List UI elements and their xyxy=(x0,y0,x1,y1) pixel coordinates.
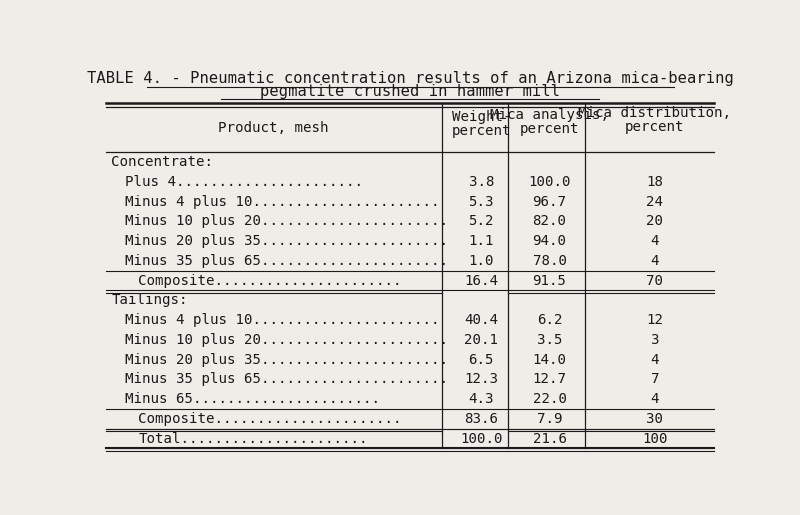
Text: Product, mesh: Product, mesh xyxy=(218,121,329,135)
Text: 3.5: 3.5 xyxy=(537,333,562,347)
Text: 20.1: 20.1 xyxy=(464,333,498,347)
Text: Minus 20 plus 35......................: Minus 20 plus 35...................... xyxy=(125,353,448,367)
Text: Composite......................: Composite...................... xyxy=(138,412,402,426)
Text: 100: 100 xyxy=(642,432,668,445)
Text: 6.2: 6.2 xyxy=(537,313,562,327)
Text: percent: percent xyxy=(520,122,579,136)
Text: TABLE 4. - Pneumatic concentration results of an Arizona mica-bearing: TABLE 4. - Pneumatic concentration resul… xyxy=(86,71,734,87)
Text: 5.3: 5.3 xyxy=(469,195,494,209)
Text: 7: 7 xyxy=(650,372,659,386)
Text: 16.4: 16.4 xyxy=(464,273,498,287)
Text: 1.1: 1.1 xyxy=(469,234,494,248)
Text: 6.5: 6.5 xyxy=(469,353,494,367)
Text: 24: 24 xyxy=(646,195,663,209)
Text: 4: 4 xyxy=(650,353,659,367)
Text: 14.0: 14.0 xyxy=(533,353,566,367)
Text: 91.5: 91.5 xyxy=(533,273,566,287)
Text: 12.7: 12.7 xyxy=(533,372,566,386)
Text: percent: percent xyxy=(451,124,511,138)
Text: 100.0: 100.0 xyxy=(528,175,570,189)
Text: Minus 20 plus 35......................: Minus 20 plus 35...................... xyxy=(125,234,448,248)
Text: Minus 10 plus 20......................: Minus 10 plus 20...................... xyxy=(125,214,448,228)
Text: 96.7: 96.7 xyxy=(533,195,566,209)
Text: 7.9: 7.9 xyxy=(537,412,562,426)
Text: 3: 3 xyxy=(650,333,659,347)
Text: 78.0: 78.0 xyxy=(533,254,566,268)
Text: 21.6: 21.6 xyxy=(533,432,566,445)
Text: 4: 4 xyxy=(650,392,659,406)
Text: 4: 4 xyxy=(650,254,659,268)
Text: pegmatite crushed in hammer mill: pegmatite crushed in hammer mill xyxy=(260,84,560,99)
Text: 40.4: 40.4 xyxy=(464,313,498,327)
Text: 1.0: 1.0 xyxy=(469,254,494,268)
Text: Total......................: Total...................... xyxy=(138,432,368,445)
Text: 12.3: 12.3 xyxy=(464,372,498,386)
Text: Minus 10 plus 20......................: Minus 10 plus 20...................... xyxy=(125,333,448,347)
Text: 18: 18 xyxy=(646,175,663,189)
Text: percent: percent xyxy=(625,120,685,134)
Text: 83.6: 83.6 xyxy=(464,412,498,426)
Text: Minus 4 plus 10......................: Minus 4 plus 10...................... xyxy=(125,313,439,327)
Text: Minus 4 plus 10......................: Minus 4 plus 10...................... xyxy=(125,195,439,209)
Text: Minus 35 plus 65......................: Minus 35 plus 65...................... xyxy=(125,372,448,386)
Text: 94.0: 94.0 xyxy=(533,234,566,248)
Text: 22.0: 22.0 xyxy=(533,392,566,406)
Text: 100.0: 100.0 xyxy=(460,432,502,445)
Text: 70: 70 xyxy=(646,273,663,287)
Text: 30: 30 xyxy=(646,412,663,426)
Text: 4: 4 xyxy=(650,234,659,248)
Text: 5.2: 5.2 xyxy=(469,214,494,228)
Text: Tailings:: Tailings: xyxy=(111,294,188,307)
Text: Concentrate:: Concentrate: xyxy=(111,155,213,169)
Text: 3.8: 3.8 xyxy=(469,175,494,189)
Text: Mica distribution,: Mica distribution, xyxy=(578,107,731,121)
Text: Composite......................: Composite...................... xyxy=(138,273,402,287)
Text: Plus 4......................: Plus 4...................... xyxy=(125,175,363,189)
Text: Minus 35 plus 65......................: Minus 35 plus 65...................... xyxy=(125,254,448,268)
Text: Minus 65......................: Minus 65...................... xyxy=(125,392,380,406)
Text: 20: 20 xyxy=(646,214,663,228)
Text: Weight-: Weight- xyxy=(451,110,511,124)
Text: 4.3: 4.3 xyxy=(469,392,494,406)
Text: 82.0: 82.0 xyxy=(533,214,566,228)
Text: 12: 12 xyxy=(646,313,663,327)
Text: Mica analysis,: Mica analysis, xyxy=(490,108,609,123)
